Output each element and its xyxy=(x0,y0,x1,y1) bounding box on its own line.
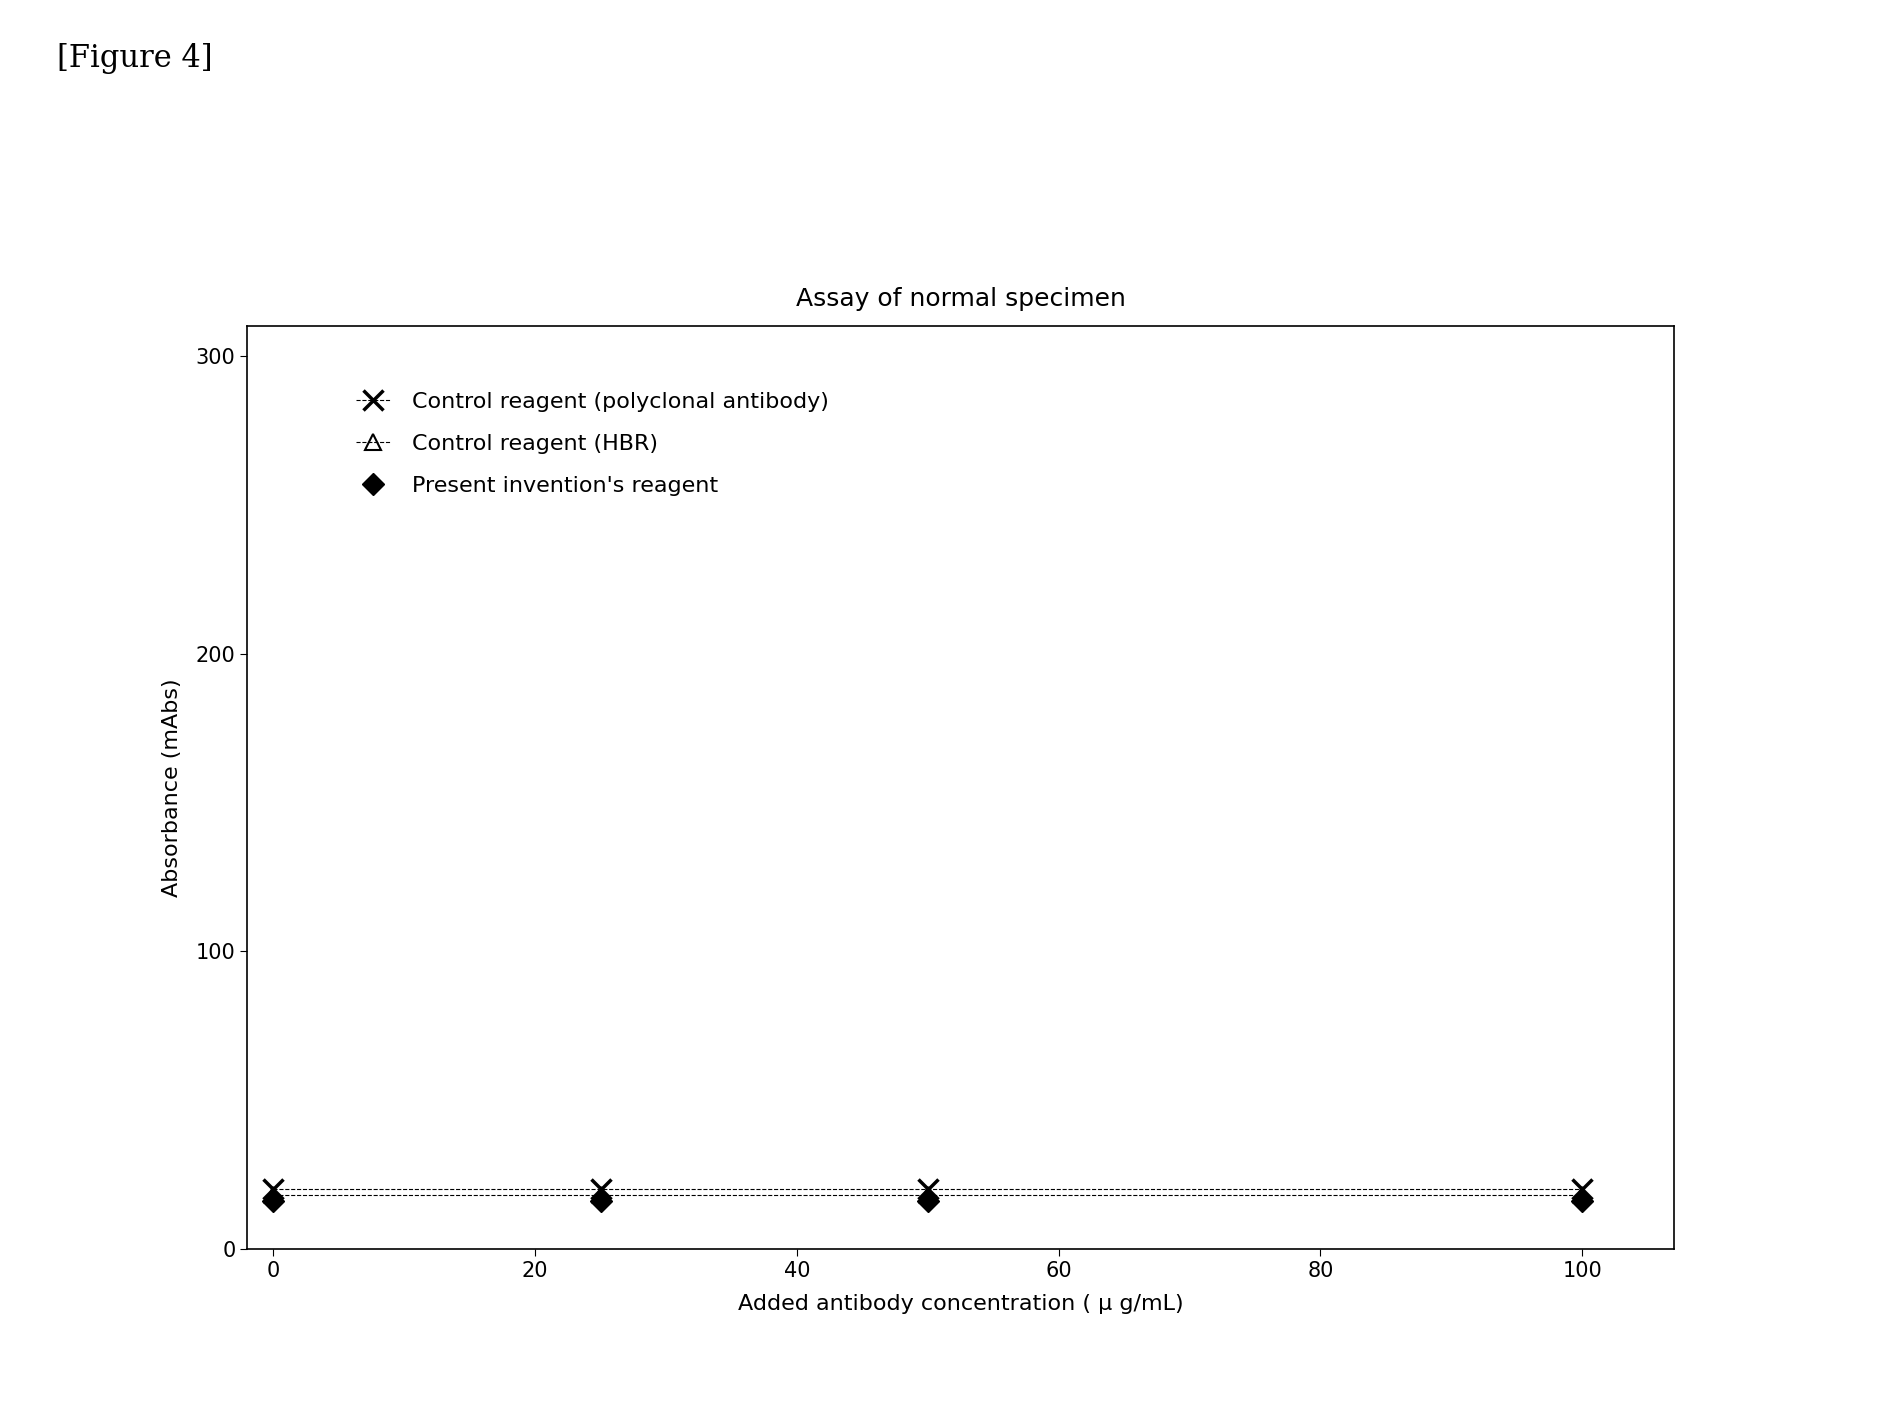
Present invention's reagent xyxy=(590,1192,612,1209)
Control reagent (polyclonal antibody) xyxy=(917,1181,940,1198)
Control reagent (HBR) xyxy=(262,1186,285,1203)
Line: Control reagent (HBR): Control reagent (HBR) xyxy=(264,1186,1590,1203)
Control reagent (HBR) xyxy=(1571,1186,1594,1203)
Present invention's reagent xyxy=(262,1192,285,1209)
Y-axis label: Absorbance (mAbs): Absorbance (mAbs) xyxy=(162,678,183,897)
Line: Present invention's reagent: Present invention's reagent xyxy=(266,1193,1590,1209)
Present invention's reagent xyxy=(1571,1192,1594,1209)
Legend: Control reagent (polyclonal antibody), Control reagent (HBR), Present invention': Control reagent (polyclonal antibody), C… xyxy=(329,365,856,524)
Text: [Figure 4]: [Figure 4] xyxy=(57,43,213,74)
Present invention's reagent xyxy=(917,1192,940,1209)
Control reagent (HBR) xyxy=(917,1186,940,1203)
Control reagent (polyclonal antibody) xyxy=(590,1181,612,1198)
Title: Assay of normal specimen: Assay of normal specimen xyxy=(795,287,1126,311)
Control reagent (HBR) xyxy=(590,1186,612,1203)
Line: Control reagent (polyclonal antibody): Control reagent (polyclonal antibody) xyxy=(264,1179,1592,1199)
Control reagent (polyclonal antibody) xyxy=(1571,1181,1594,1198)
X-axis label: Added antibody concentration ( μ g/mL): Added antibody concentration ( μ g/mL) xyxy=(738,1294,1183,1314)
Control reagent (polyclonal antibody) xyxy=(262,1181,285,1198)
